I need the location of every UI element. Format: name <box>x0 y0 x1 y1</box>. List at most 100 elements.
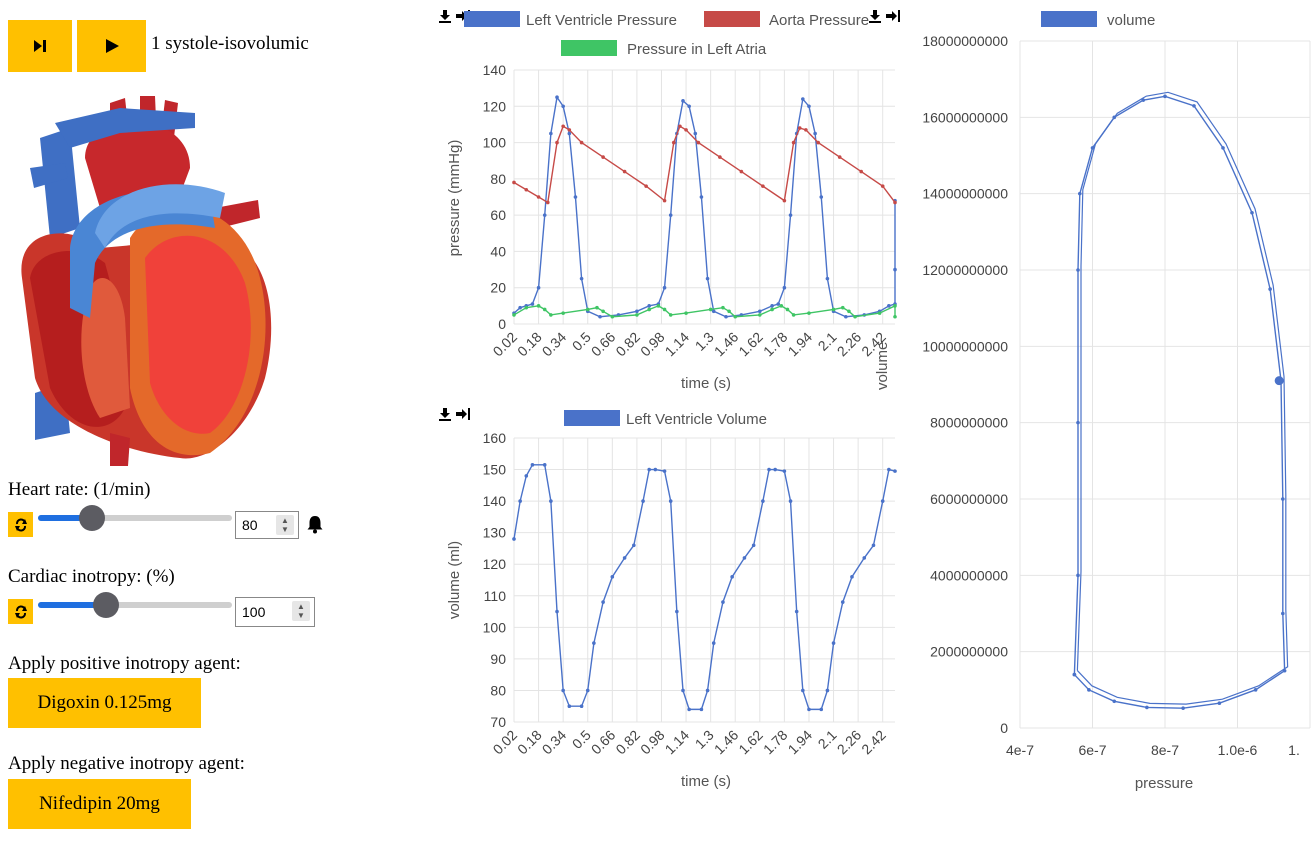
la-pressure-point <box>610 314 615 319</box>
aorta-pressure-point <box>837 155 842 159</box>
pv-point <box>1181 706 1185 710</box>
la-pressure-point <box>807 311 811 315</box>
la-pressure-point <box>585 307 590 312</box>
x-tick-label: 1.94 <box>785 329 816 360</box>
la-pressure-point <box>840 305 845 310</box>
la-pressure-point <box>635 313 639 317</box>
lv-volume-point <box>524 474 529 478</box>
la-pressure-point <box>524 305 529 310</box>
pv-point <box>1221 146 1225 150</box>
legend-pv: volume <box>1107 12 1155 29</box>
lv-volume-point <box>711 641 716 645</box>
aorta-pressure-point <box>545 200 550 205</box>
y-tick-label: 0 <box>1000 720 1008 736</box>
lv-pressure-point <box>813 131 817 136</box>
y-tick-label: 140 <box>483 62 507 78</box>
legend-swatch-lv <box>464 11 520 27</box>
export-icon[interactable] <box>885 9 901 23</box>
la-pressure-point <box>877 311 882 315</box>
lv-volume-point <box>549 499 553 503</box>
la-pressure-point <box>549 313 553 317</box>
lv-volume-point <box>751 543 756 548</box>
y-tick-label: 120 <box>483 556 507 572</box>
lv-pressure-point <box>549 131 553 136</box>
x-tick-label: 1.62 <box>735 329 766 360</box>
lv-volume-point <box>794 609 799 614</box>
pv-x-label: pressure <box>1135 775 1193 792</box>
pv-point <box>1078 191 1082 196</box>
x-tick-label: 0.66 <box>588 727 619 758</box>
x-tick-label: 0.82 <box>612 727 643 758</box>
download-icon[interactable] <box>438 407 452 421</box>
x-tick-label: 1.14 <box>662 727 693 758</box>
y-tick-label: 130 <box>483 525 507 541</box>
play-button[interactable] <box>77 20 146 72</box>
lv-volume-point <box>871 543 876 548</box>
lv-volume-point <box>512 537 516 541</box>
heart-rate-slider[interactable] <box>38 504 232 532</box>
y-tick-label: 4000000000 <box>930 567 1008 583</box>
inotropy-spinner[interactable]: ▲ ▼ <box>292 601 310 621</box>
la-pressure-point <box>831 307 836 312</box>
aorta-pressure-point <box>567 128 572 132</box>
pv-point <box>1145 705 1149 710</box>
nifedipin-button[interactable]: Nifedipin 20mg <box>8 779 191 829</box>
lv-pressure-point <box>647 304 651 308</box>
refresh-icon <box>14 518 27 531</box>
lv-pressure-point <box>662 285 667 290</box>
heart-rate-reset-button[interactable] <box>8 512 33 537</box>
lv-pressure-point <box>825 276 830 281</box>
lv-volume-point <box>622 556 627 560</box>
lv-volume-point <box>742 556 747 560</box>
lv-pressure-point <box>681 99 685 103</box>
la-pressure-point <box>893 304 897 308</box>
y-tick-label: 16000000000 <box>922 109 1008 125</box>
download-icon[interactable] <box>438 9 452 23</box>
lv-volume-point <box>801 688 805 693</box>
pv-y-label: volume <box>874 342 891 390</box>
pv-point <box>1281 611 1285 616</box>
heart-rate-spinner[interactable]: ▲ ▼ <box>276 515 294 535</box>
bell-icon[interactable] <box>305 514 325 534</box>
inotropy-slider-thumb[interactable] <box>93 592 119 618</box>
x-tick-label: 0.18 <box>514 727 545 758</box>
digoxin-button[interactable]: Digoxin 0.125mg <box>8 678 201 728</box>
lv-pressure-point <box>693 131 698 136</box>
step-button[interactable] <box>8 20 72 72</box>
x-tick-label: 2.26 <box>834 329 865 360</box>
lv-pressure-point <box>635 309 639 314</box>
lv-volume-point <box>653 467 658 472</box>
export-icon[interactable] <box>455 407 471 421</box>
la-pressure-point <box>684 311 688 315</box>
x-tick-label: 4e-7 <box>1006 742 1034 758</box>
lv-volume-point <box>850 575 854 579</box>
aorta-pressure-point <box>761 184 765 188</box>
x-tick-label: 1.46 <box>711 329 742 360</box>
aorta-pressure-point <box>671 140 676 145</box>
y-tick-label: 150 <box>483 462 507 478</box>
heart-rate-slider-thumb[interactable] <box>79 505 105 531</box>
aorta-pressure-point <box>644 184 648 188</box>
lv-pressure-point <box>782 285 787 290</box>
heart-rate-input[interactable]: 80 ▲ ▼ <box>235 511 299 539</box>
download-icon[interactable] <box>868 9 882 23</box>
pv-point <box>1253 688 1258 692</box>
la-pressure-line <box>513 304 896 318</box>
inotropy-reset-button[interactable] <box>8 599 33 624</box>
la-pressure-point <box>758 313 762 317</box>
heart-rate-value: 80 <box>242 517 258 533</box>
lv-volume-point <box>767 467 771 472</box>
pv-point <box>1076 420 1080 425</box>
aorta-pressure-point <box>512 180 516 185</box>
lv-pressure-point <box>542 213 547 217</box>
la-pressure-point <box>847 309 851 314</box>
pv-loop-line <box>1073 95 1286 709</box>
y-tick-label: 110 <box>484 588 507 604</box>
x-tick-label: 1.78 <box>760 727 791 758</box>
lv-volume-point <box>893 469 897 473</box>
pv-point <box>1090 146 1095 150</box>
volume-y-label: volume (ml) <box>446 541 463 619</box>
inotropy-slider[interactable] <box>38 591 232 619</box>
x-tick-label: 0.34 <box>539 329 570 360</box>
inotropy-input[interactable]: 100 ▲ ▼ <box>235 597 315 627</box>
